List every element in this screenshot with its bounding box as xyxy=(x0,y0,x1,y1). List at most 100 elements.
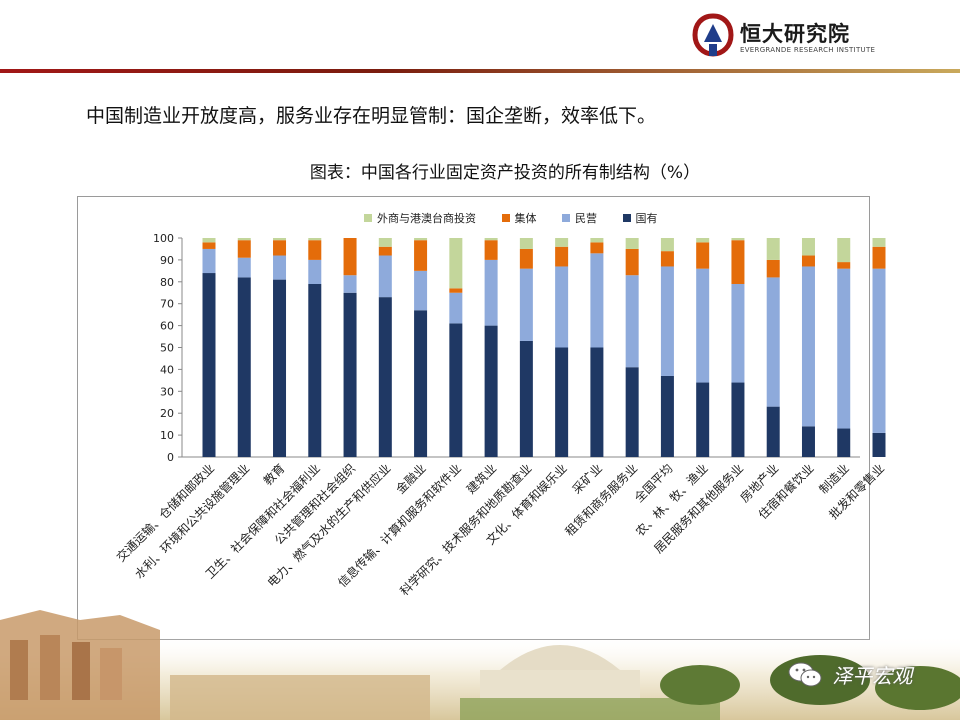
bar-segment-private xyxy=(237,257,251,278)
legend-label-collective: 集体 xyxy=(514,212,537,225)
legend-swatch-foreign xyxy=(364,214,372,222)
y-tick-label: 90 xyxy=(160,254,174,267)
bar-segment-private xyxy=(872,268,886,433)
bar-segment-collective xyxy=(590,242,604,254)
bar-segment-collective xyxy=(696,242,710,269)
bar-segment-private xyxy=(696,268,710,383)
y-tick-label: 10 xyxy=(160,429,174,442)
bar-segment-collective xyxy=(378,246,392,256)
bar-segment-foreign xyxy=(237,238,251,241)
bar-segment-collective xyxy=(731,240,745,284)
bar-segment-state xyxy=(273,279,287,457)
bar-segment-foreign xyxy=(625,238,639,249)
bar-segment-private xyxy=(555,266,569,348)
bar-segment-collective xyxy=(237,240,251,258)
bar-segment-collective xyxy=(625,248,639,276)
bar-segment-state xyxy=(766,406,780,457)
bar-segment-private xyxy=(625,275,639,368)
bar-segment-state xyxy=(449,323,463,457)
bar-segment-collective xyxy=(202,242,216,249)
bar-segment-collective xyxy=(660,251,674,267)
bar-segment-collective xyxy=(837,262,851,269)
y-tick-label: 60 xyxy=(160,320,174,333)
bar-segment-state xyxy=(590,347,604,457)
bar-segment-private xyxy=(273,255,287,280)
legend-label-state: 国有 xyxy=(635,212,658,225)
legend-item-private: 民营 xyxy=(562,210,597,226)
legend-item-state: 国有 xyxy=(622,210,658,226)
bar-segment-foreign xyxy=(872,238,886,247)
bar-segment-state xyxy=(696,382,710,457)
bar-segment-collective xyxy=(273,240,287,256)
bar-segment-state xyxy=(414,310,428,457)
bar-segment-state xyxy=(660,375,674,457)
bar-segment-state xyxy=(343,292,357,457)
bar-segment-collective xyxy=(801,255,815,267)
y-tick-label: 100 xyxy=(153,232,174,245)
bar-segment-foreign xyxy=(519,238,533,249)
legend-swatch-private xyxy=(562,214,570,222)
bar-segment-foreign xyxy=(414,238,428,241)
bar-segment-private xyxy=(519,268,533,341)
bar-segment-collective xyxy=(766,259,780,278)
brand-subtitle: EVERGRANDE RESEARCH INSTITUTE xyxy=(740,46,876,54)
bar-segment-state xyxy=(484,325,498,457)
bar-segment-foreign xyxy=(696,238,710,243)
bar-segment-state xyxy=(378,297,392,457)
bar-segment-private xyxy=(660,266,674,376)
y-tick-label: 20 xyxy=(160,407,174,420)
bar-segment-state xyxy=(202,273,216,457)
header-rule xyxy=(0,69,960,73)
bar-segment-state xyxy=(237,277,251,457)
brand-header: 恒大研究院 EVERGRANDE RESEARCH INSTITUTE xyxy=(692,12,892,62)
y-tick-label: 70 xyxy=(160,298,174,311)
bar-segment-state xyxy=(625,367,639,457)
bar-segment-private xyxy=(590,253,604,348)
bar-segment-state xyxy=(872,432,886,457)
bar-segment-private xyxy=(378,255,392,298)
legend-swatch-state xyxy=(622,214,631,222)
bar-segment-foreign xyxy=(378,238,392,247)
bar-segment-collective xyxy=(872,246,886,269)
x-tick-label: 教育 xyxy=(260,461,288,489)
watermark-text: 泽平宏观 xyxy=(832,664,913,688)
evergrande-logo-icon xyxy=(692,13,734,57)
bar-segment-foreign xyxy=(273,238,287,241)
legend-label-foreign: 外商与港澳台商投资 xyxy=(377,212,476,225)
chart-legend: 外商与港澳台商投资 集体 民营 国有 xyxy=(364,210,680,226)
bar-segment-foreign xyxy=(766,238,780,260)
bar-segment-private xyxy=(484,259,498,326)
bar-segment-collective xyxy=(555,246,569,267)
bar-segment-foreign xyxy=(308,238,322,241)
bar-segment-foreign xyxy=(801,238,815,256)
bar-segment-state xyxy=(801,426,815,457)
watermark: 泽平宏观 xyxy=(788,660,912,696)
bar-segment-private xyxy=(801,266,815,427)
bar-segment-collective xyxy=(414,240,428,271)
bar-segment-collective xyxy=(449,288,463,293)
bar-segment-foreign xyxy=(449,238,463,289)
bar-segment-foreign xyxy=(590,238,604,243)
bar-segment-state xyxy=(519,340,533,457)
legend-swatch-collective xyxy=(501,214,510,222)
bar-segment-private xyxy=(766,277,780,407)
y-tick-label: 0 xyxy=(167,451,174,464)
bar-segment-foreign xyxy=(837,238,851,263)
bar-segment-state xyxy=(308,283,322,457)
chart-title: 图表：中国各行业固定资产投资的所有制结构（%） xyxy=(309,163,701,183)
bar-segment-private xyxy=(837,268,851,429)
bar-segment-private xyxy=(414,270,428,311)
bar-segment-foreign xyxy=(484,238,498,241)
bar-segment-foreign xyxy=(555,238,569,247)
bar-segment-foreign xyxy=(660,238,674,252)
bar-segment-collective xyxy=(343,238,357,276)
bar-segment-foreign xyxy=(731,238,745,241)
bar-segment-state xyxy=(731,382,745,457)
legend-item-foreign: 外商与港澳台商投资 xyxy=(364,210,476,226)
bar-segment-state xyxy=(555,347,569,457)
bar-segment-foreign xyxy=(202,238,216,243)
legend-label-private: 民营 xyxy=(575,212,597,225)
wechat-icon xyxy=(788,662,822,686)
y-tick-label: 40 xyxy=(160,363,174,376)
bar-segment-collective xyxy=(308,240,322,260)
